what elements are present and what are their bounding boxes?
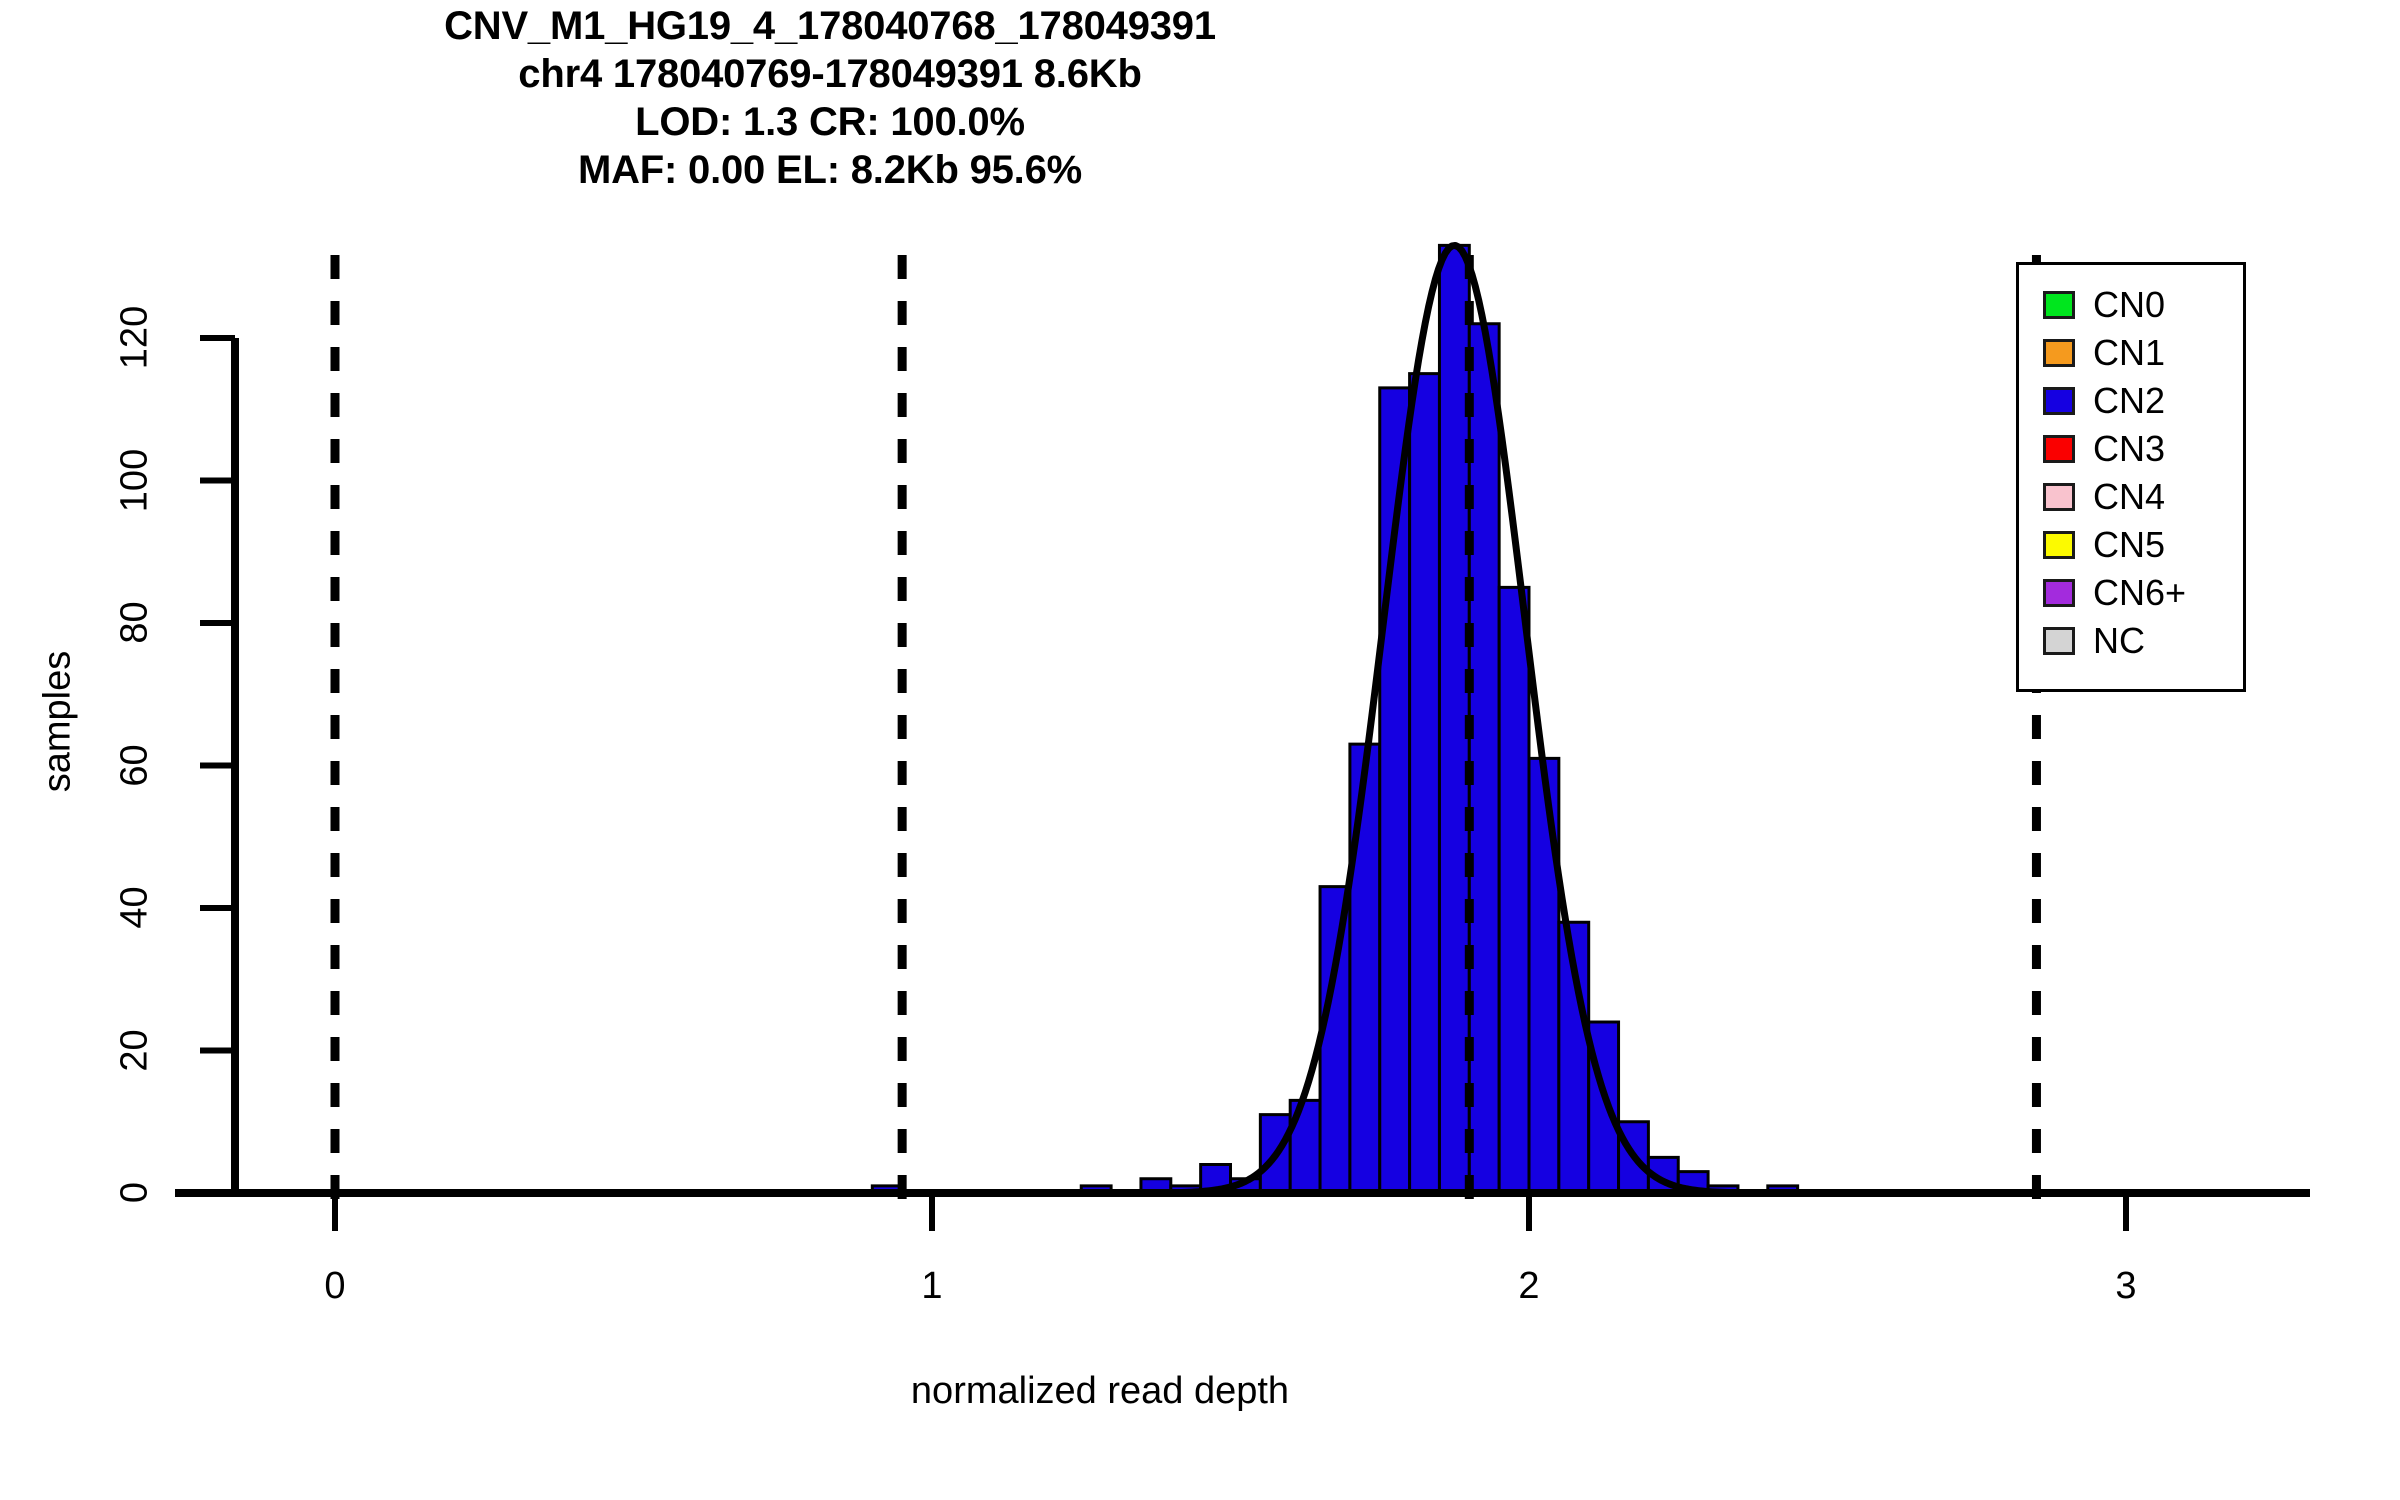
legend-item-cn5: CN5: [2043, 521, 2186, 569]
legend-label: CN2: [2093, 380, 2166, 421]
normal-density-curve: [275, 241, 2276, 1197]
y-tick-label: 100: [113, 448, 156, 512]
y-tick-label: 40: [113, 886, 156, 929]
legend-label: NC: [2093, 620, 2145, 661]
title-line-2: chr4 178040769-178049391 8.6Kb: [518, 52, 1142, 96]
legend-item-nc: NC: [2043, 617, 2186, 665]
title-line-1: CNV_M1_HG19_4_178040768_178049391: [444, 4, 1216, 48]
histogram-bar: [1497, 585, 1531, 1195]
legend-item-cn4: CN4: [2043, 473, 2186, 521]
axis-lines: [175, 335, 2310, 1231]
plot-title: CNV_M1_HG19_4_178040768_178049391 chr4 1…: [0, 2, 1660, 194]
x-tick-label: 0: [324, 1265, 346, 1307]
legend-swatch-icon: [2043, 483, 2075, 511]
legend-label: CN6+: [2093, 572, 2187, 613]
x-tick-label: 2: [1518, 1265, 1540, 1307]
legend-item-cn1: CN1: [2043, 329, 2186, 377]
legend-item-cn6plus: CN6+: [2043, 569, 2186, 617]
title-line-4: MAF: 0.00 EL: 8.2Kb 95.6%: [577, 148, 1083, 192]
legend-label: CN5: [2093, 524, 2166, 565]
title-line-3: LOD: 1.3 CR: 100.0%: [635, 100, 1025, 144]
y-tick-label: 20: [113, 1028, 156, 1072]
legend-item-cn2: CN2: [2043, 377, 2186, 425]
x-tick-label: 3: [2115, 1265, 2137, 1307]
y-tick-label: 120: [113, 305, 156, 370]
x-axis-label: normalized read depth: [910, 1370, 1290, 1412]
histogram-bars: [870, 243, 1800, 1195]
legend-swatch-icon: [2043, 627, 2075, 655]
copy-number-reference-lines: [330, 255, 2041, 1215]
histogram-bar: [1318, 885, 1352, 1195]
histogram-bar: [1348, 742, 1382, 1195]
legend-label: CN0: [2093, 284, 2166, 325]
legend-swatch-icon: [2043, 339, 2075, 367]
legend-label: CN3: [2093, 428, 2166, 469]
legend-swatch-icon: [2043, 579, 2075, 607]
legend-item-cn3: CN3: [2043, 425, 2186, 473]
legend-swatch-icon: [2043, 435, 2075, 463]
legend-swatch-icon: [2043, 531, 2075, 559]
legend-swatch-icon: [2043, 291, 2075, 319]
histogram-bar: [1408, 372, 1441, 1195]
legend-item-cn0: CN0: [2043, 281, 2186, 329]
legend-label: CN1: [2093, 332, 2166, 373]
density-curve: [275, 241, 2276, 1197]
legend-label: CN4: [2093, 476, 2166, 517]
y-tick-label: 60: [113, 743, 156, 787]
y-axis-label: samples: [36, 650, 79, 793]
y-tick-label: 0: [113, 1181, 156, 1204]
x-tick-label: 1: [921, 1265, 943, 1307]
legend-items: CN0 CN1 CN2 CN3 CN4 CN5 CN6+ NC: [2043, 281, 2186, 665]
y-tick-label: 80: [113, 601, 156, 644]
legend: CN0 CN1 CN2 CN3 CN4 CN5 CN6+ NC: [2016, 262, 2246, 692]
legend-swatch-icon: [2043, 387, 2075, 415]
